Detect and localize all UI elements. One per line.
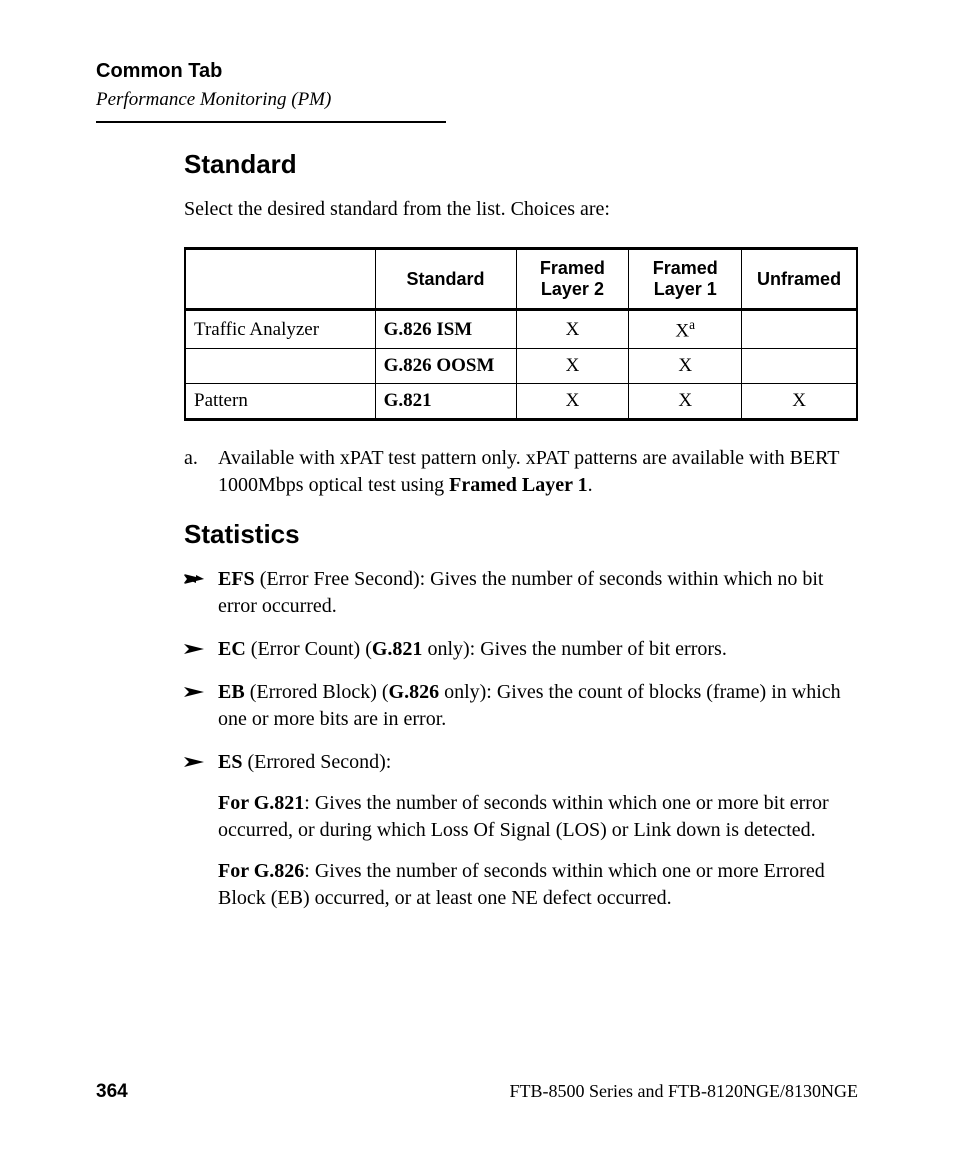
table-header-row: Standard Framed Layer 2 Framed Layer 1 U… [185,249,857,310]
li-body: EC (Error Count) (G.821 only): Gives the… [218,636,858,663]
term-es: ES [218,751,242,773]
desc-es: (Errored Second): [242,751,391,773]
cell-fl1: Xa [629,310,742,349]
term-efs: EFS [218,568,255,590]
page-title: Common Tab [96,60,858,83]
cell-unframed [742,349,857,384]
th-blank [185,249,375,310]
page-subtitle: Performance Monitoring (PM) [96,89,858,111]
footnote-post: . [588,474,593,496]
list-item-ec: EC (Error Count) (G.821 only): Gives the… [184,636,858,663]
th-framed-l1: Framed Layer 1 [629,249,742,310]
footnote-a: a. Available with xPAT test pattern only… [184,445,858,499]
cell-standard: G.826 ISM [375,310,516,349]
cell-fl2: X [516,349,629,384]
cell-category [185,349,375,384]
cell-fl2: X [516,310,629,349]
footer-doc: FTB-8500 Series and FTB-8120NGE/8130NGE [510,1081,858,1102]
li-body: EB (Errored Block) (G.826 only): Gives t… [218,679,858,733]
section-standard: Standard Select the desired standard fro… [184,149,858,912]
arrow-icon [184,566,218,620]
footnote-text: Available with xPAT test pattern only. x… [218,445,858,499]
list-item-es: ES (Errored Second): For G.821: Gives th… [184,749,858,912]
li-body: ES (Errored Second): For G.821: Gives th… [218,749,858,912]
desc-ec-p2: only): Gives the number of bit errors. [422,638,726,660]
footnote-label: a. [184,445,218,499]
statistics-list: EFS (Error Free Second): Gives the numbe… [184,566,858,912]
footnote-bold: Framed Layer 1 [449,474,588,496]
standard-table: Standard Framed Layer 2 Framed Layer 1 U… [184,247,858,421]
page-number: 364 [96,1081,128,1103]
list-item-eb: EB (Errored Block) (G.826 only): Gives t… [184,679,858,733]
heading-statistics: Statistics [184,519,858,550]
list-item-efs: EFS (Error Free Second): Gives the numbe… [184,566,858,620]
table-row: G.826 OOSM X X [185,349,857,384]
arrow-icon [184,636,218,663]
term-ec: EC [218,638,246,660]
cell-fl1: X [629,349,742,384]
es-g821-text: : Gives the number of seconds within whi… [218,792,829,841]
table-row: Pattern G.821 X X X [185,384,857,420]
desc-efs: (Error Free Second): Gives the number of… [218,568,823,617]
es-g826-label: For G.826 [218,860,304,882]
th-standard: Standard [375,249,516,310]
th-unframed: Unframed [742,249,857,310]
heading-standard: Standard [184,149,858,180]
arrow-icon [184,679,218,733]
cell-fl1: X [629,384,742,420]
th-framed-l2: Framed Layer 2 [516,249,629,310]
cell-fl1-val: X [675,320,689,341]
cell-category: Pattern [185,384,375,420]
cell-standard: G.821 [375,384,516,420]
page: Common Tab Performance Monitoring (PM) S… [0,0,954,1159]
cell-category: Traffic Analyzer [185,310,375,349]
standard-intro: Select the desired standard from the lis… [184,196,858,223]
es-g821-label: For G.821 [218,792,304,814]
page-footer: 364 FTB-8500 Series and FTB-8120NGE/8130… [96,1081,858,1103]
header-rule [96,121,446,123]
cell-unframed [742,310,857,349]
page-header: Common Tab Performance Monitoring (PM) [96,60,858,123]
cell-unframed: X [742,384,857,420]
li-body: EFS (Error Free Second): Gives the numbe… [218,566,858,620]
table-row: Traffic Analyzer G.826 ISM X Xa [185,310,857,349]
desc-ec-p1: (Error Count) ( [246,638,372,660]
cell-fl2: X [516,384,629,420]
cell-fl1-sup: a [689,317,695,332]
cell-standard: G.826 OOSM [375,349,516,384]
desc-eb-b1: G.826 [389,681,440,703]
desc-eb-p1: (Errored Block) ( [245,681,389,703]
arrow-icon [184,749,218,912]
es-g826-text: : Gives the number of seconds within whi… [218,860,825,909]
term-eb: EB [218,681,245,703]
desc-ec-b1: G.821 [372,638,423,660]
